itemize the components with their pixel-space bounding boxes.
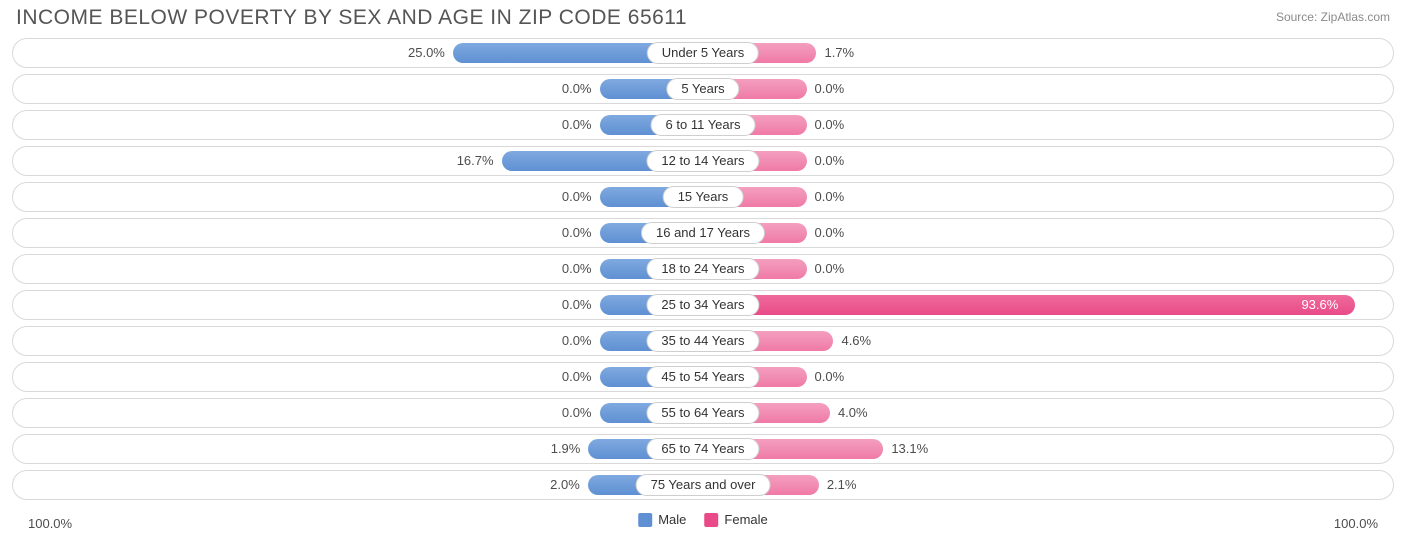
category-pill: 12 to 14 Years <box>646 150 759 172</box>
chart-row: 16.7% 0.0% 12 to 14 Years <box>12 146 1394 176</box>
male-value: 25.0% <box>408 39 445 67</box>
male-value: 2.0% <box>550 471 580 499</box>
male-value: 0.0% <box>562 183 592 211</box>
female-value: 13.1% <box>891 435 928 463</box>
legend-female: Female <box>704 512 767 527</box>
chart-row: 0.0% 4.6% 35 to 44 Years <box>12 326 1394 356</box>
female-swatch-icon <box>704 513 718 527</box>
female-value: 0.0% <box>815 75 845 103</box>
chart-row: 0.0% 93.6% 25 to 34 Years <box>12 290 1394 320</box>
female-value: 0.0% <box>815 183 845 211</box>
chart-row: 0.0% 0.0% 15 Years <box>12 182 1394 212</box>
legend: Male Female <box>638 512 768 527</box>
chart-row: 0.0% 0.0% 6 to 11 Years <box>12 110 1394 140</box>
poverty-by-sex-age-chart: INCOME BELOW POVERTY BY SEX AND AGE IN Z… <box>0 0 1406 558</box>
chart-row: 0.0% 0.0% 18 to 24 Years <box>12 254 1394 284</box>
category-pill: 75 Years and over <box>636 474 771 496</box>
male-value: 0.0% <box>562 75 592 103</box>
chart-row: 25.0% 1.7% Under 5 Years <box>12 38 1394 68</box>
male-value: 0.0% <box>562 291 592 319</box>
category-pill: 18 to 24 Years <box>646 258 759 280</box>
legend-male: Male <box>638 512 686 527</box>
chart-title: INCOME BELOW POVERTY BY SEX AND AGE IN Z… <box>16 6 687 30</box>
category-pill: 35 to 44 Years <box>646 330 759 352</box>
female-value: 2.1% <box>827 471 857 499</box>
category-pill: Under 5 Years <box>647 42 759 64</box>
female-value: 0.0% <box>815 111 845 139</box>
female-value: 4.0% <box>838 399 868 427</box>
category-pill: 45 to 54 Years <box>646 366 759 388</box>
legend-female-label: Female <box>724 512 767 527</box>
male-value: 0.0% <box>562 111 592 139</box>
chart-row: 0.0% 0.0% 45 to 54 Years <box>12 362 1394 392</box>
chart-row: 0.0% 4.0% 55 to 64 Years <box>12 398 1394 428</box>
category-pill: 65 to 74 Years <box>646 438 759 460</box>
male-swatch-icon <box>638 513 652 527</box>
male-value: 0.0% <box>562 399 592 427</box>
chart-rows: 25.0%1.7%Under 5 Years0.0%0.0%5 Years0.0… <box>10 38 1396 500</box>
male-value: 0.0% <box>562 219 592 247</box>
male-value: 16.7% <box>457 147 494 175</box>
category-pill: 5 Years <box>666 78 739 100</box>
male-value: 0.0% <box>562 255 592 283</box>
axis-max-left: 100.0% <box>28 516 72 531</box>
chart-header: INCOME BELOW POVERTY BY SEX AND AGE IN Z… <box>10 6 1396 38</box>
category-pill: 25 to 34 Years <box>646 294 759 316</box>
chart-row: 2.0% 2.1% 75 Years and over <box>12 470 1394 500</box>
female-value: 1.7% <box>824 39 854 67</box>
female-value: 4.6% <box>841 327 871 355</box>
category-pill: 55 to 64 Years <box>646 402 759 424</box>
female-value: 0.0% <box>815 363 845 391</box>
male-value: 1.9% <box>551 435 581 463</box>
chart-row: 0.0% 0.0% 16 and 17 Years <box>12 218 1394 248</box>
male-value: 0.0% <box>562 363 592 391</box>
chart-source: Source: ZipAtlas.com <box>1276 6 1390 24</box>
female-value: 93.6% <box>1301 291 1338 319</box>
category-pill: 15 Years <box>663 186 744 208</box>
category-pill: 6 to 11 Years <box>651 114 756 136</box>
chart-row: 1.9% 13.1% 65 to 74 Years <box>12 434 1394 464</box>
axis-max-right: 100.0% <box>1334 516 1378 531</box>
female-value: 0.0% <box>815 219 845 247</box>
chart-row: 0.0% 0.0% 5 Years <box>12 74 1394 104</box>
male-value: 0.0% <box>562 327 592 355</box>
female-value: 0.0% <box>815 255 845 283</box>
legend-male-label: Male <box>658 512 686 527</box>
chart-footer: 100.0% Male Female 100.0% <box>10 506 1396 546</box>
female-value: 0.0% <box>815 147 845 175</box>
category-pill: 16 and 17 Years <box>641 222 765 244</box>
female-bar <box>703 295 1355 315</box>
